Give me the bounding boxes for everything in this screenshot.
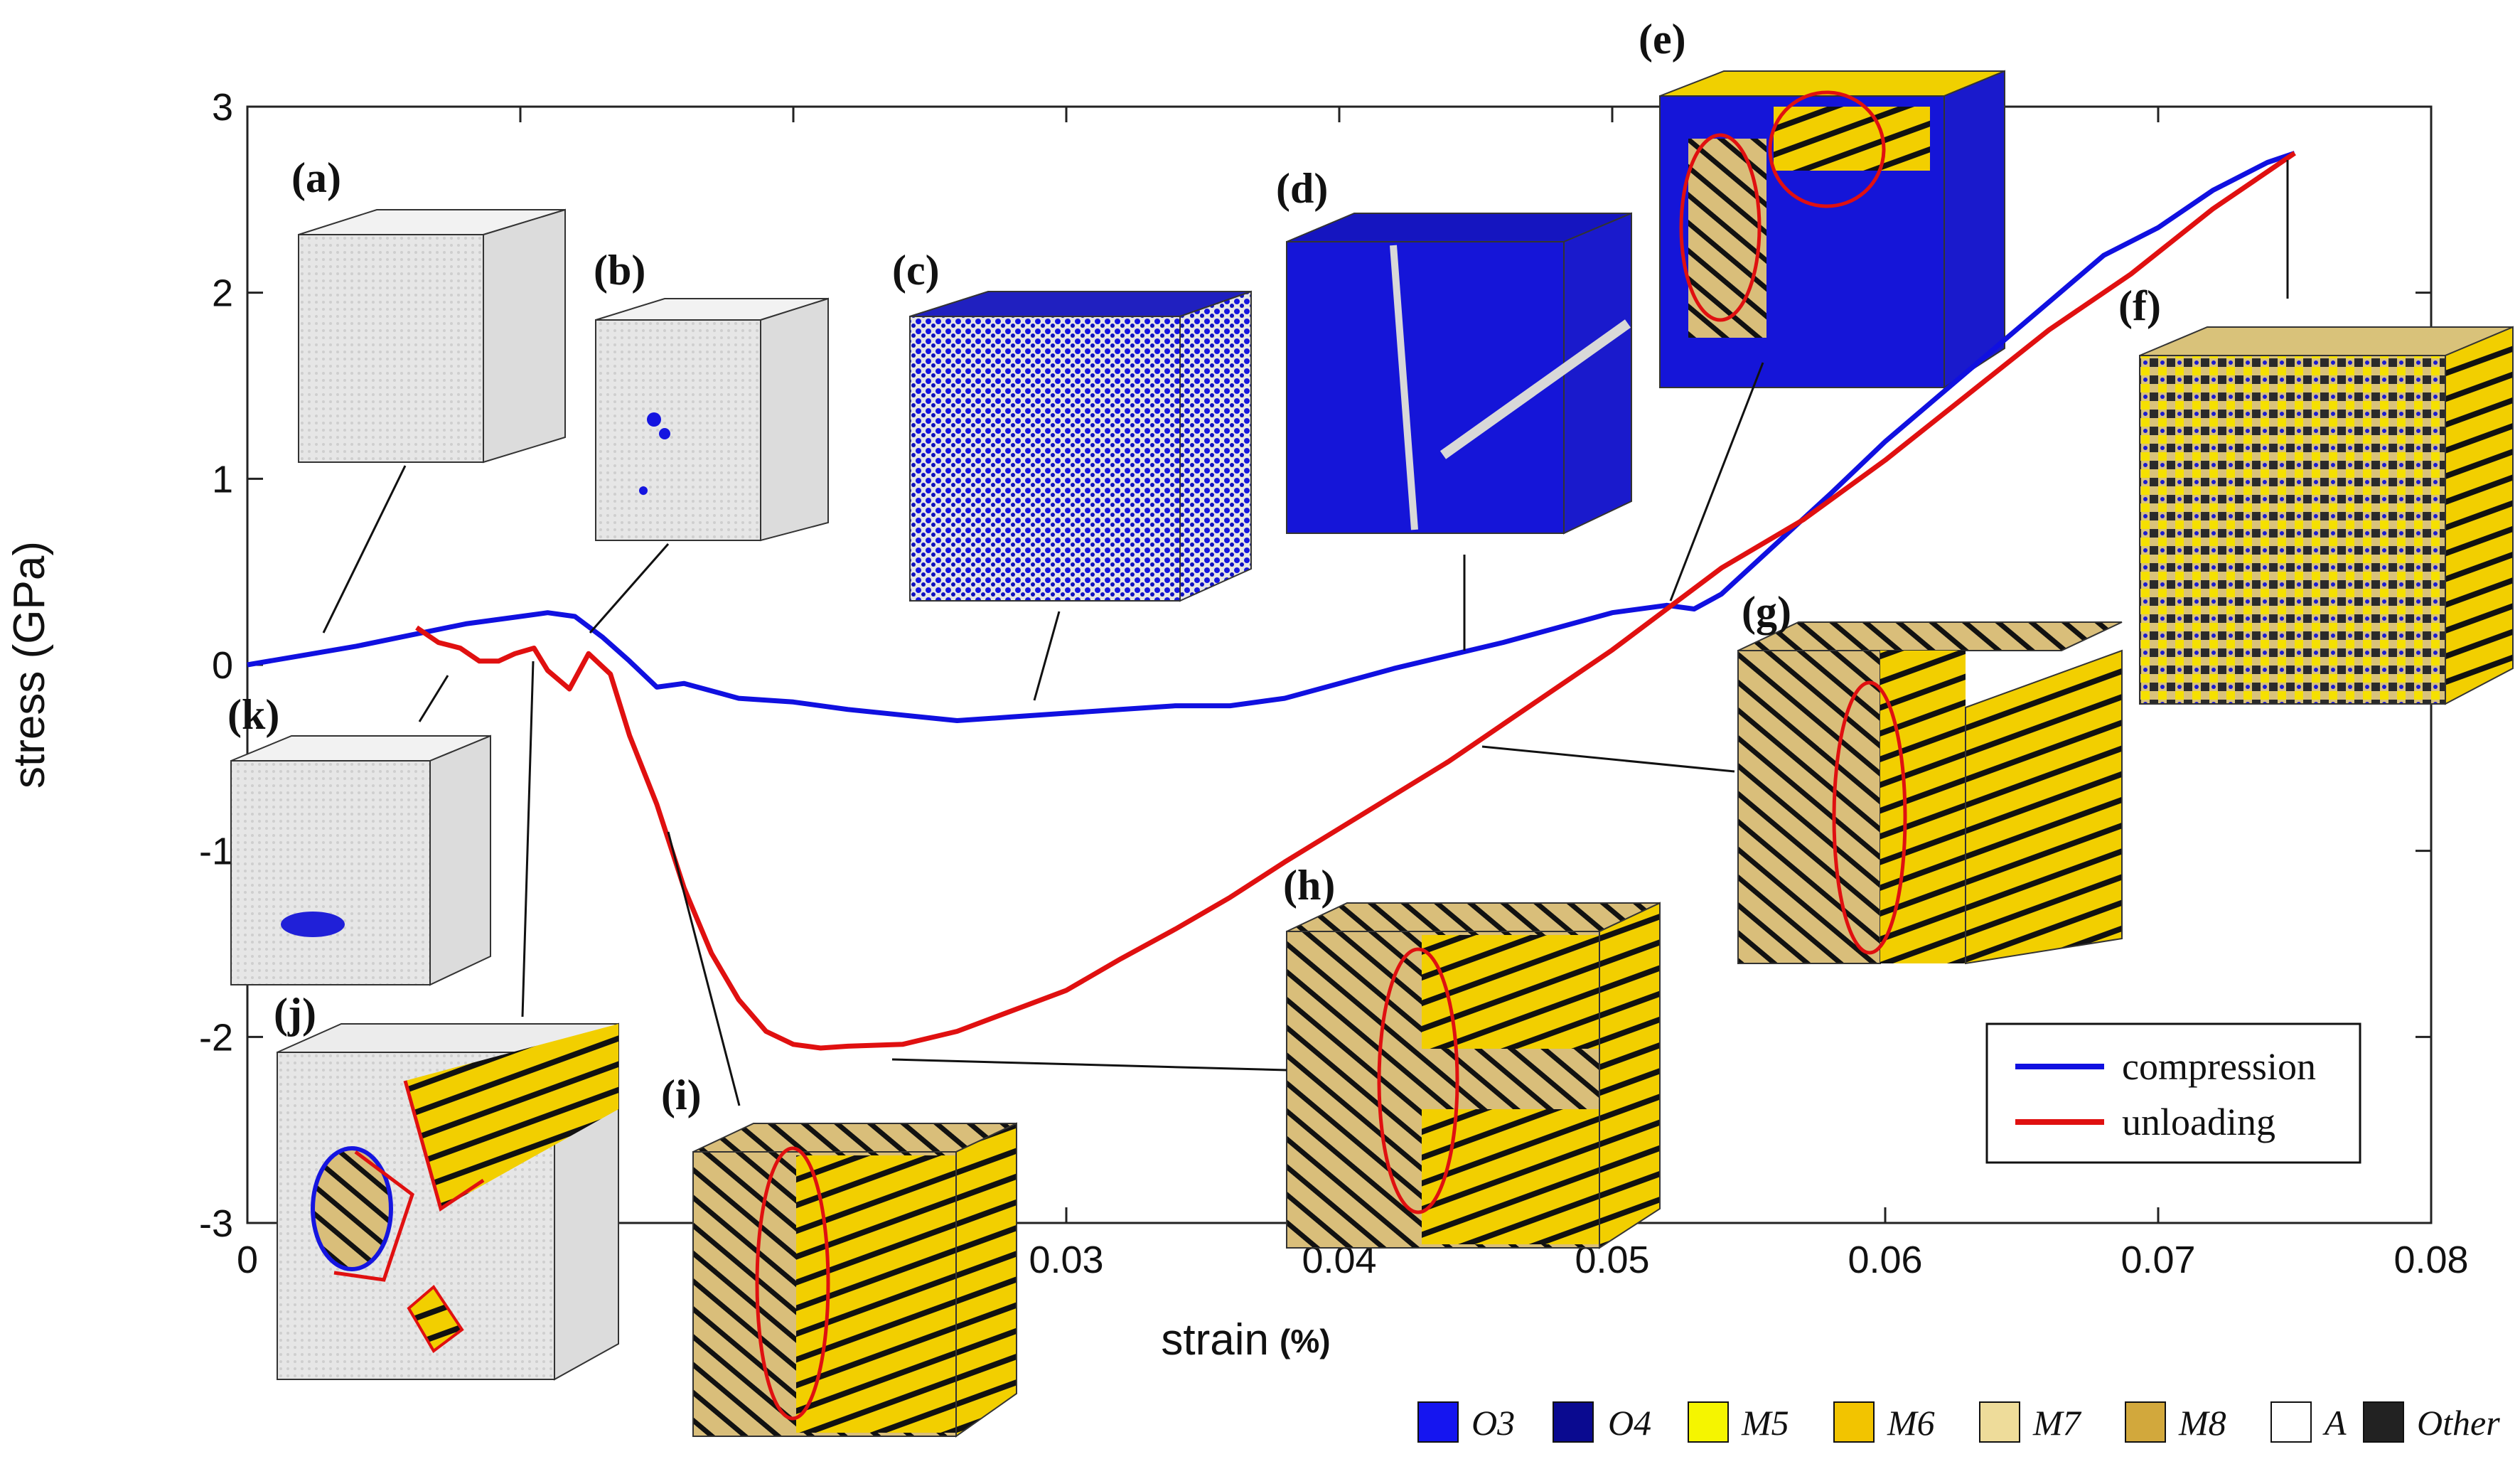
panel-labels: (a) (b) (c) (d) (e) (f) (g) (h) (i) (j) …	[227, 16, 2161, 1118]
y-tick-label: 0	[212, 644, 233, 687]
arrow-a	[322, 465, 407, 634]
phase-label-m6: M6	[1887, 1403, 1935, 1443]
panel-label-j: (j)	[274, 990, 316, 1037]
arrow-g	[1481, 745, 1735, 773]
panel-label-f: (f)	[2118, 282, 2161, 329]
phase-swatch-o3	[1417, 1401, 1459, 1443]
phase-swatch-m5	[1688, 1401, 1729, 1443]
phase-label-o3: O3	[1471, 1403, 1515, 1443]
phase-label-m5: M5	[1741, 1403, 1789, 1443]
legend-label-unloading: unloading	[2122, 1101, 2275, 1143]
snapshot-h-image	[1286, 902, 1661, 1249]
annotation-arrows	[322, 160, 2289, 1106]
x-axis-label: strain	[1161, 1315, 1269, 1364]
panel-label-h: (h)	[1283, 862, 1335, 909]
y-tick-label: -1	[199, 830, 233, 873]
snapshot-a-image	[298, 208, 566, 464]
arrow-b	[589, 543, 670, 634]
series-line-unloading	[415, 151, 2296, 1051]
panel-label-g: (g)	[1742, 588, 1791, 635]
arrow-c	[1033, 611, 1061, 701]
snapshot-f-image	[2139, 326, 2514, 705]
phase-label-m7: M7	[2032, 1403, 2082, 1443]
panel-label-d: (d)	[1276, 165, 1328, 212]
y-axis-label: stress (GPa)	[5, 541, 54, 789]
phase-swatch-other	[2363, 1401, 2404, 1443]
panel-label-a: (a)	[291, 154, 341, 201]
snapshot-c-image	[909, 290, 1252, 602]
y-axis-ticks: -3 -2 -1 0 1 2 3	[199, 86, 2431, 1245]
x-tick-label: 0.03	[1029, 1239, 1103, 1281]
panel-label-e: (e)	[1639, 16, 1686, 63]
arrow-h	[891, 1058, 1287, 1072]
phase-label-a: A	[2322, 1403, 2347, 1443]
panel-label-i: (i)	[661, 1072, 702, 1118]
legend-box	[1985, 1022, 2361, 1164]
y-tick-label: -2	[199, 1016, 233, 1059]
arrow-i	[667, 831, 741, 1106]
arrow-j	[521, 661, 535, 1017]
x-tick-label: 0.07	[2120, 1239, 2195, 1281]
snapshot-k-image	[230, 734, 491, 986]
phase-label-o4: O4	[1608, 1403, 1651, 1443]
legend: compression unloading	[1985, 1022, 2361, 1164]
snapshot-b-image	[595, 297, 829, 542]
snapshot-e-image	[1659, 70, 2005, 389]
phase-swatch-m8	[2125, 1401, 2166, 1443]
phase-swatch-m6	[1833, 1401, 1875, 1443]
x-tick-label: 0.08	[2393, 1239, 2468, 1281]
panel-label-k: (k)	[227, 691, 279, 738]
snapshot-g-image	[1737, 621, 2123, 965]
x-tick-label: 0	[237, 1239, 258, 1281]
panel-label-c: (c)	[892, 247, 940, 294]
snapshot-i-image	[692, 1122, 1017, 1438]
phase-legend: O3 O4 M5 M6 M7 M8 A Other	[1417, 1401, 2500, 1443]
x-axis-unit: (%)	[1280, 1323, 1331, 1359]
arrow-k	[418, 675, 449, 722]
y-tick-label: 1	[212, 458, 233, 501]
y-tick-label: 3	[212, 86, 233, 129]
snapshot-insets	[230, 70, 2514, 1438]
y-tick-label: 2	[212, 272, 233, 315]
snapshot-j-image	[277, 1022, 619, 1381]
arrow-e	[1669, 362, 1764, 602]
phase-swatch-m7	[1979, 1401, 2020, 1443]
x-tick-label: 0.06	[1848, 1239, 1922, 1281]
phase-swatch-o4	[1553, 1401, 1594, 1443]
snapshot-d-image	[1286, 212, 1632, 535]
phase-label-other: Other	[2417, 1403, 2500, 1443]
series-line-compression	[247, 151, 2296, 723]
phase-label-m8: M8	[2178, 1403, 2226, 1443]
curves	[247, 151, 2296, 1051]
panel-label-b: (b)	[594, 247, 645, 294]
legend-label-compression: compression	[2122, 1045, 2316, 1088]
phase-swatch-a	[2270, 1401, 2312, 1443]
y-tick-label: -3	[199, 1202, 233, 1245]
